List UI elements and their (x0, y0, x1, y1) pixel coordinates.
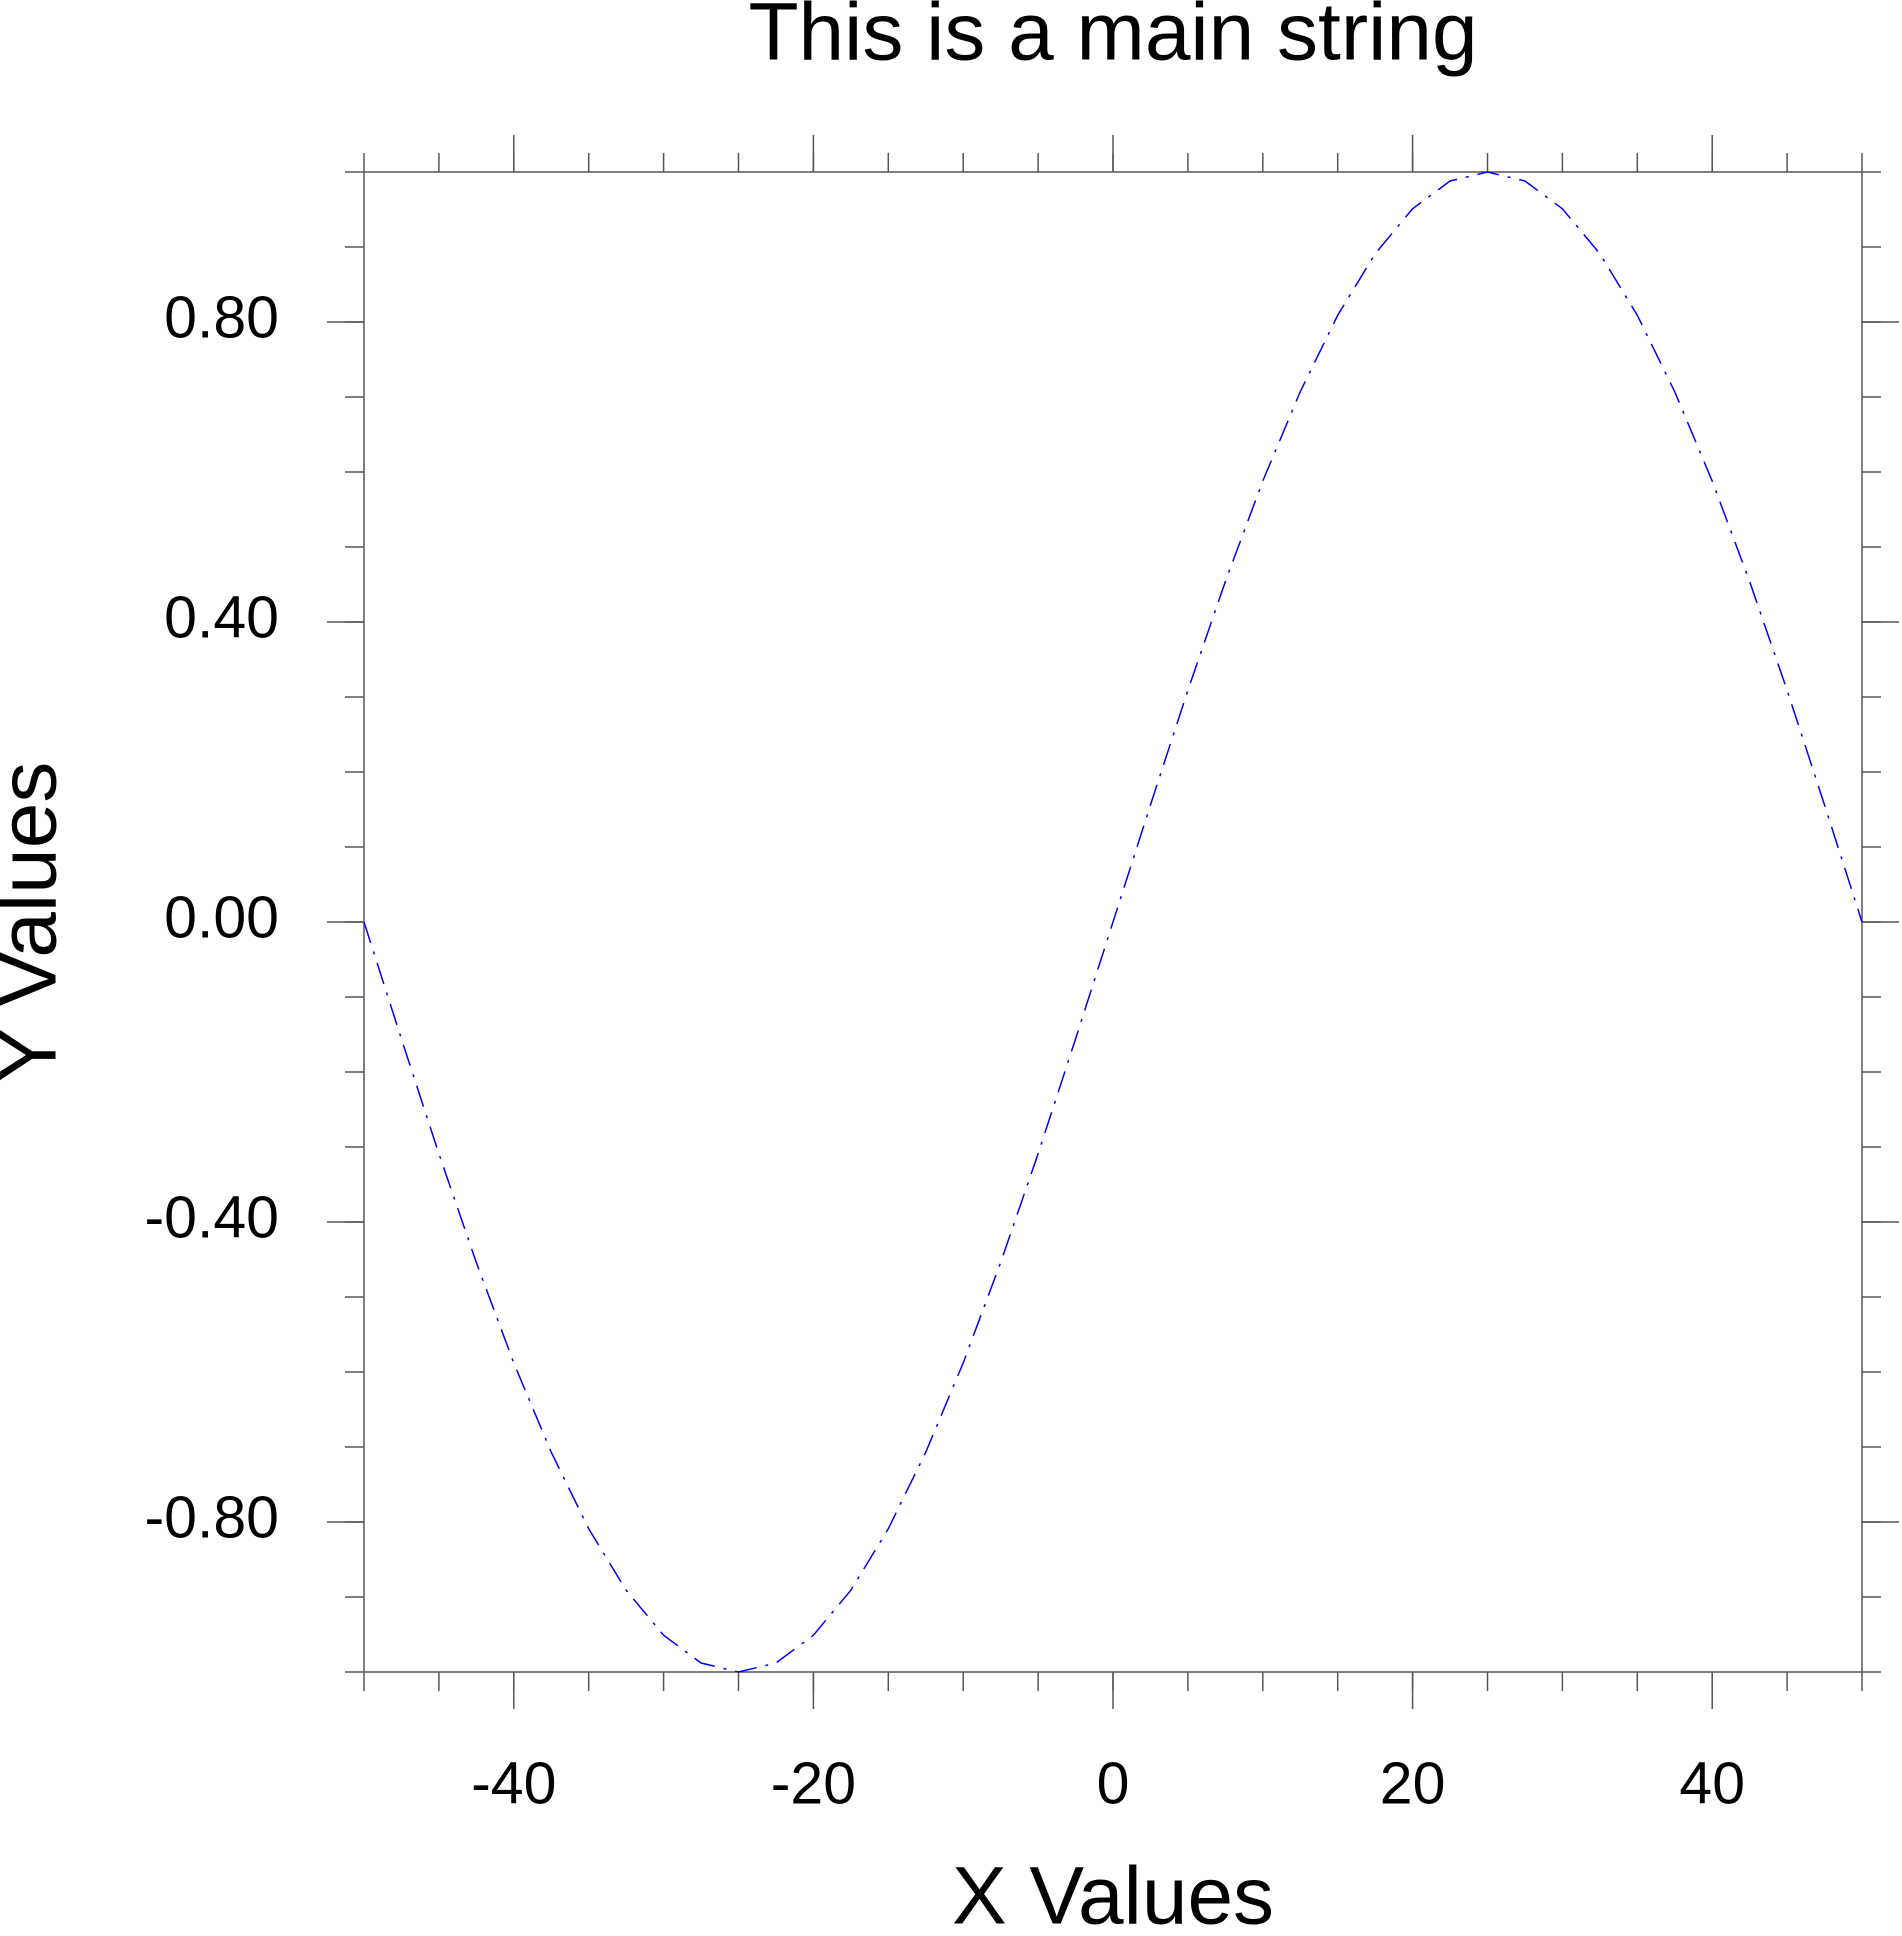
chart-title: This is a main string (748, 0, 1477, 78)
x-tick-label: 0 (1097, 1751, 1130, 1817)
x-tick-label: 20 (1380, 1751, 1446, 1817)
y-axis-label: Y Values (0, 762, 74, 1083)
y-tick-label: 0.00 (164, 885, 279, 951)
y-tick-label: -0.40 (145, 1185, 279, 1251)
y-tick-label: 0.40 (164, 585, 279, 651)
x-axis-label: X Values (952, 1851, 1274, 1936)
data-line (363, 171, 1863, 1673)
x-tick-label: 40 (1679, 1751, 1745, 1817)
x-tick-label: -20 (771, 1751, 856, 1817)
y-tick-label: 0.80 (164, 285, 279, 351)
y-tick-label: -0.80 (145, 1485, 279, 1551)
x-tick-label: -40 (471, 1751, 556, 1817)
